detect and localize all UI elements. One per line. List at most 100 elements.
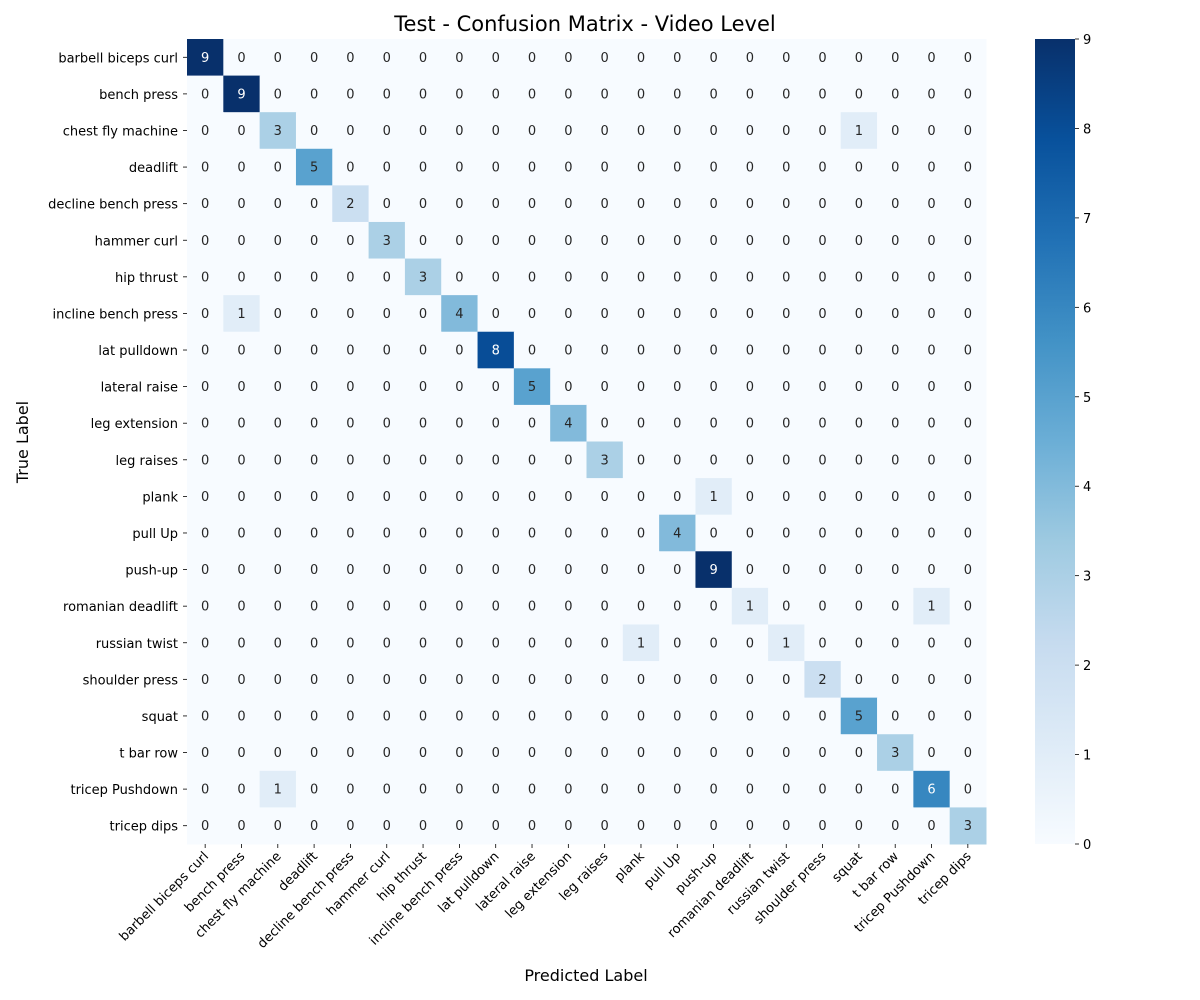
cell-value-label: 0 [782,563,790,578]
heatmap-cell [622,331,660,369]
heatmap-cell [223,368,261,406]
heatmap-cell [622,148,660,186]
heatmap-cell [441,624,479,662]
cell-value-label: 0 [709,783,717,798]
cell-value-label: 0 [237,709,245,724]
heatmap-cell [804,185,842,223]
heatmap-cell [913,551,951,589]
heatmap-cell [877,661,914,699]
heatmap-cell [659,807,696,845]
heatmap-cell [404,587,442,625]
heatmap-cell [187,331,224,369]
cell-value-label: 0 [492,819,500,834]
cell-value-label: 0 [782,380,790,395]
cell-value-label: 0 [383,783,391,798]
heatmap-cell [404,368,442,406]
cell-value-label: 0 [746,197,754,212]
cell-value-label: 0 [927,746,935,761]
cell-value-label: 0 [455,526,463,541]
cell-value-label: 0 [673,307,681,322]
cell-value-label: 0 [746,453,754,468]
heatmap-cell [259,514,297,552]
heatmap-cell [840,75,878,113]
heatmap-cell [840,112,878,150]
heatmap-cell [586,734,624,772]
cell-value-label: 0 [746,270,754,285]
cell-value-label: 0 [673,87,681,102]
heatmap-cell [404,478,442,516]
heatmap-cell [840,185,878,223]
cell-value-label: 0 [201,709,209,724]
heatmap-cell [513,221,551,260]
heatmap-cell [659,551,696,589]
cell-value-label: 0 [818,453,826,468]
heatmap-cell [477,331,515,369]
cell-value-label: 0 [383,161,391,176]
cell-value-label: 3 [891,746,899,761]
cell-value-label: 3 [274,124,282,139]
cell-value-label: 0 [274,746,282,761]
heatmap-cell [913,697,951,735]
cell-value-label: 0 [419,819,427,834]
cell-value-label: 0 [564,746,572,761]
heatmap-cell [295,661,333,699]
cell-value-label: 0 [419,636,427,651]
heatmap-cell [477,624,515,662]
cell-value-label: 0 [310,673,318,688]
cell-value-label: 0 [310,51,318,66]
heatmap-cell [586,368,624,406]
cell-value-label: 0 [818,234,826,249]
cell-value-label: 0 [927,563,935,578]
heatmap-cell [259,404,297,442]
heatmap-cell [804,75,842,113]
heatmap-cell [877,404,914,442]
cell-value-label: 0 [637,746,645,761]
cell-value-label: 0 [419,307,427,322]
cell-value-label: 0 [891,563,899,578]
cell-value-label: 0 [346,490,354,505]
cell-value-label: 0 [455,636,463,651]
cell-value-label: 0 [310,453,318,468]
heatmap-cell [368,441,406,479]
heatmap-cell [513,478,551,516]
heatmap-cell [877,514,914,552]
heatmap-cell-labels: 9 0 0 0 0 0 0 0 0 0 0 0 0 0 0 0 0 0 0 0 0 0 0 9 0 0 0 0 0 0 0 0 0 0 0 0 0 0 0 0… [201,51,972,834]
cell-value-label: 0 [709,453,717,468]
heatmap-cell [840,221,878,260]
heatmap-cell [877,148,914,186]
cell-value-label: 0 [818,197,826,212]
heatmap-cell [622,75,660,113]
cell-value-label: 9 [709,563,717,578]
cell-value-label: 0 [673,636,681,651]
heatmap-cell [586,258,624,296]
heatmap-cell [731,514,769,552]
heatmap-cell [187,221,224,260]
cell-value-label: 0 [601,380,609,395]
cell-value-label: 2 [346,197,354,212]
cell-value-label: 0 [310,344,318,359]
heatmap-cell [259,331,297,369]
cell-value-label: 0 [237,234,245,249]
heatmap-cell [622,221,660,260]
cell-value-label: 0 [637,307,645,322]
heatmap-cell [622,404,660,442]
cell-value-label: 0 [927,673,935,688]
heatmap-cell [659,441,696,479]
heatmap-cell [441,258,479,296]
cell-value-label: 0 [201,234,209,249]
cell-value-label: 0 [964,344,972,359]
heatmap-cell [295,734,333,772]
cell-value-label: 0 [274,87,282,102]
heatmap-cell [187,770,224,808]
heatmap-cell [586,295,624,333]
cell-value-label: 0 [310,197,318,212]
cell-value-label: 0 [855,307,863,322]
heatmap-cell [949,112,987,150]
cell-value-label: 0 [274,380,282,395]
heatmap-cell [913,404,951,442]
heatmap-cell [877,258,914,296]
cell-value-label: 0 [528,746,536,761]
cell-value-label: 0 [601,197,609,212]
cell-value-label: 0 [855,783,863,798]
cell-value-label: 0 [492,490,500,505]
